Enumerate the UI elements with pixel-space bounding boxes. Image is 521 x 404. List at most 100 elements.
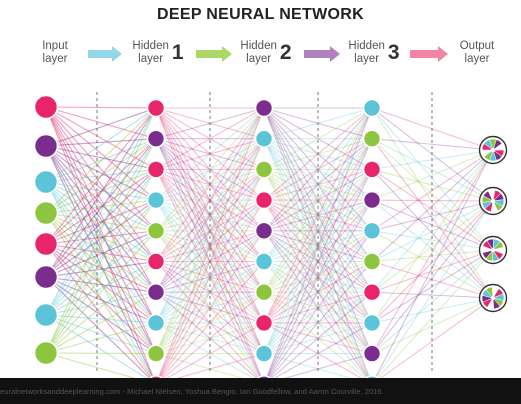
- connection-line: [155, 260, 265, 293]
- hidden-layer-1-node-4: [146, 190, 166, 210]
- input-layer-text: Input layer: [42, 40, 68, 65]
- connection-line: [155, 107, 265, 293]
- connection-line: [263, 291, 373, 385]
- hidden-layer-1-node-1: [146, 98, 166, 118]
- output-node-4: [478, 283, 508, 313]
- connection-line: [263, 169, 373, 385]
- connection-line: [263, 138, 373, 262]
- connection-line: [371, 138, 494, 299]
- input-node-4: [33, 200, 59, 226]
- hidden-layer-2-node-6: [254, 252, 274, 271]
- connection-line: [371, 149, 494, 201]
- connection-line: [155, 138, 265, 170]
- connection-line: [155, 107, 265, 201]
- connection-line: [155, 291, 265, 324]
- connection-line: [45, 243, 157, 263]
- connection-line: [45, 138, 157, 245]
- connection-line: [155, 322, 265, 355]
- connection-line: [45, 243, 157, 324]
- connection-line: [45, 106, 157, 293]
- connection-line: [263, 230, 373, 263]
- connection-line: [263, 138, 373, 293]
- connection-line: [45, 169, 157, 316]
- input-node-2: [33, 133, 59, 159]
- connection-line: [155, 322, 265, 355]
- connection-line: [263, 169, 373, 293]
- hidden-layer-3-number: 3: [387, 41, 400, 64]
- connection-line: [45, 199, 157, 354]
- connection-line: [45, 230, 157, 278]
- connection-line: [45, 106, 157, 232]
- connection-line: [263, 199, 373, 324]
- connection-line: [155, 168, 265, 201]
- connection-line: [45, 243, 157, 385]
- connection-line: [371, 149, 494, 262]
- hidden-layer-3-text: Hidden layer: [348, 40, 385, 65]
- connection-line: [155, 138, 265, 354]
- connection-line: [263, 107, 373, 232]
- connection-line: [155, 169, 265, 324]
- connection-line: [45, 181, 157, 354]
- connection-line: [371, 297, 494, 355]
- connection-line: [45, 138, 157, 214]
- connection-line: [263, 230, 373, 385]
- connection-line: [155, 261, 265, 324]
- hidden-layer-1-number: 1: [171, 41, 184, 64]
- connection-line: [263, 107, 373, 324]
- connection-line: [45, 145, 157, 201]
- connection-line: [45, 181, 157, 293]
- connection-line: [45, 230, 157, 316]
- diagram-title: DEEP NEURAL NETWORK: [157, 6, 364, 23]
- connection-line: [155, 138, 265, 262]
- connection-line: [371, 107, 494, 299]
- hidden-layer-1-label: Hidden layer 1: [120, 40, 196, 66]
- connection-line: [45, 138, 157, 316]
- connection-line: [371, 199, 494, 202]
- connection-line: [155, 322, 265, 385]
- connection-line: [45, 107, 157, 278]
- connection-line: [45, 169, 157, 278]
- connection-line: [155, 138, 265, 385]
- connection-line: [263, 169, 373, 324]
- connection-line: [263, 138, 373, 201]
- connection-line: [45, 199, 157, 214]
- hidden-layer-2-number: 2: [279, 41, 292, 64]
- connection-line: [45, 169, 157, 354]
- connection-line: [371, 200, 494, 385]
- connection-line: [45, 145, 157, 324]
- connection-line: [263, 199, 373, 354]
- connection-line: [371, 200, 494, 262]
- hidden-layer-1-node-3: [146, 160, 166, 179]
- connection-line: [263, 138, 373, 354]
- connection-line: [263, 138, 373, 385]
- connection-line: [155, 168, 265, 232]
- connection-line: [263, 168, 373, 201]
- connection-line: [263, 138, 373, 232]
- connection-line: [155, 107, 265, 170]
- connection-line: [155, 199, 265, 232]
- hidden-layer-3-node-3: [362, 160, 382, 179]
- connection-line: [263, 107, 373, 385]
- connection-line: [45, 276, 157, 355]
- connection-line: [155, 107, 265, 354]
- connection-line: [45, 138, 157, 354]
- connection-line: [45, 106, 157, 170]
- connection-line: [263, 322, 373, 385]
- connection-line: [263, 230, 373, 324]
- connection-line: [371, 149, 494, 170]
- connection-line: [155, 261, 265, 355]
- connection-line: [155, 230, 265, 385]
- connection-line: [371, 149, 494, 354]
- connection-line: [371, 200, 494, 324]
- connections: [45, 106, 494, 385]
- output-pie-segment: [492, 199, 505, 207]
- connection-line: [45, 352, 157, 355]
- connection-line: [263, 107, 373, 324]
- connection-line: [155, 230, 265, 324]
- connection-line: [263, 169, 373, 324]
- connection-line: [45, 138, 157, 278]
- connection-line: [155, 230, 265, 354]
- input-node-7: [33, 302, 59, 328]
- connection-line: [45, 260, 157, 278]
- connection-line: [155, 169, 265, 293]
